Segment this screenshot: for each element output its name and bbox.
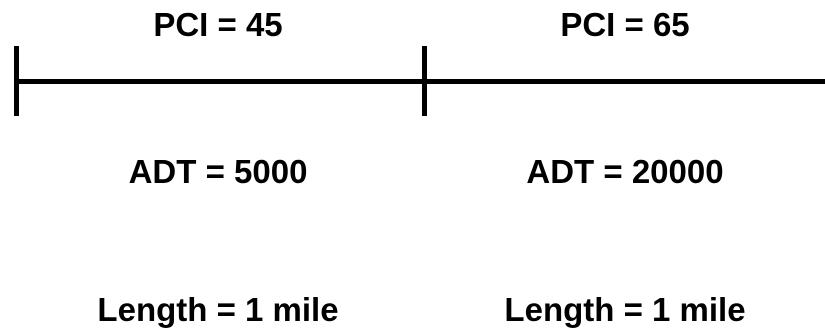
segment-1-length-label: Length = 1 mile — [97, 291, 339, 328]
start-tick-mark — [14, 46, 19, 116]
segment-2-pci-label: PCI = 65 — [560, 6, 690, 43]
segment-1-pci-label: PCI = 45 — [153, 6, 283, 43]
segment-divider-tick-mark — [422, 46, 427, 116]
segment-1-adt-label: ADT = 5000 — [128, 153, 308, 190]
segment-2-length-label: Length = 1 mile — [504, 291, 746, 328]
segment-2-adt-label: ADT = 20000 — [526, 153, 724, 190]
road-line — [14, 79, 825, 84]
